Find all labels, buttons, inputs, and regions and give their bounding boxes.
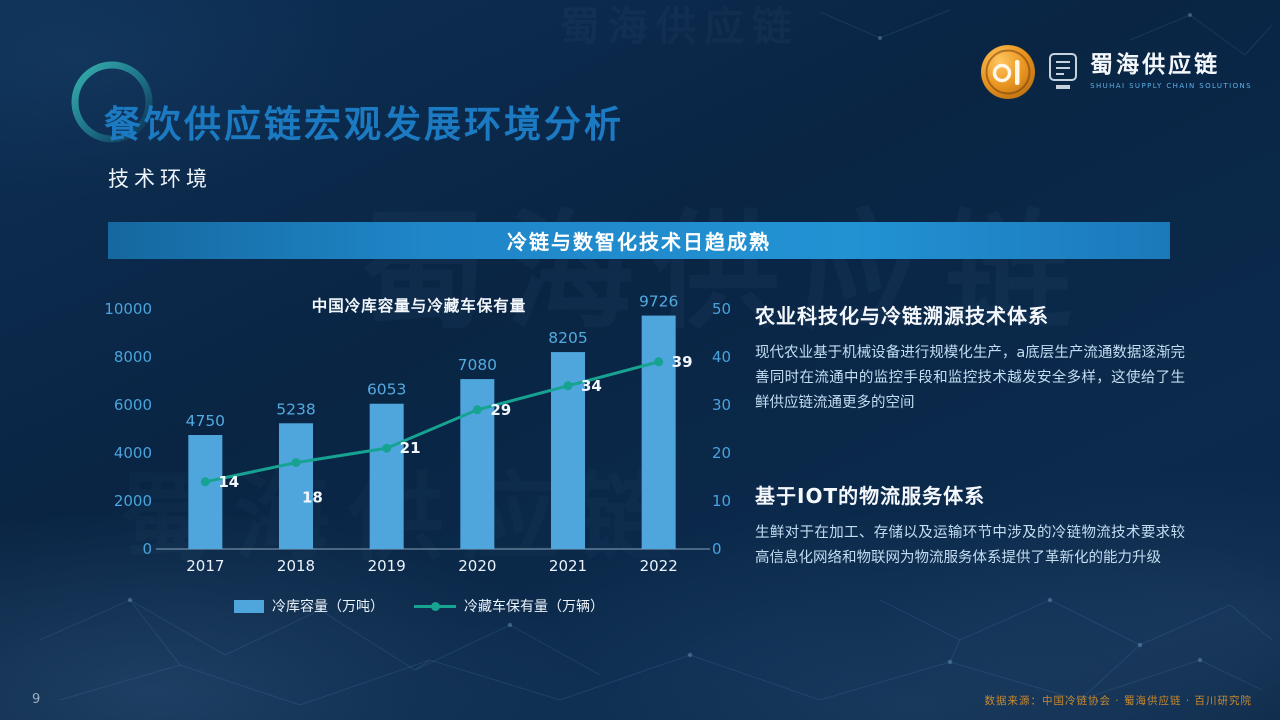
legend-swatch-bar: [234, 599, 264, 613]
line-point-2022: [654, 357, 664, 367]
x-axis-label: 2018: [277, 557, 315, 575]
bar-value-label: 5238: [276, 400, 315, 418]
right-axis-tick: 0: [712, 540, 722, 558]
left-axis-tick: 8000: [114, 348, 152, 366]
logo-name: 蜀海供应链: [1090, 52, 1221, 78]
legend-swatch-line: [414, 601, 456, 611]
page-title: 餐饮供应链宏观发展环境分析: [104, 103, 624, 146]
logo-text: 蜀海供应链 SHUHAI SUPPLY CHAIN SOLUTIONS: [1090, 52, 1252, 91]
page-subtitle: 技术环境: [108, 167, 212, 191]
right-axis-tick: 10: [712, 492, 731, 510]
bar-value-label: 6053: [367, 381, 406, 399]
logo-badge-icon: [981, 45, 1036, 99]
x-axis-label: 2021: [549, 557, 587, 575]
content-section-agritech: 农业科技化与冷链溯源技术体系 现代农业基于机械设备进行规模化生产，a底层生产流通…: [755, 300, 1185, 416]
line-value-label: 18: [302, 489, 323, 507]
logo: 蜀海供应链 SHUHAI SUPPLY CHAIN SOLUTIONS: [980, 44, 1252, 100]
bar-2017: [188, 435, 223, 549]
legend-label-bar: 冷库容量（万吨）: [272, 599, 384, 615]
bar-value-label: 4750: [186, 412, 225, 430]
bar-value-label: 7080: [458, 356, 497, 374]
line-point-2017: [200, 477, 210, 487]
logo-tagline: SHUHAI SUPPLY CHAIN SOLUTIONS: [1090, 82, 1252, 90]
left-axis-tick: 4000: [114, 444, 152, 462]
line-value-label: 39: [672, 353, 693, 371]
legend-item-bar: 冷库容量（万吨）: [234, 596, 384, 616]
section-body: 现代农业基于机械设备进行规模化生产，a底层生产流通数据逐渐完善同时在流通中的监控…: [755, 345, 1185, 411]
left-axis-tick: 2000: [114, 492, 152, 510]
bar-value-label: 9726: [639, 293, 678, 311]
bar-value-label: 8205: [548, 329, 587, 347]
x-axis-label: 2020: [458, 557, 496, 575]
chart-canvas: 0 2000 4000 6000 8000 10000 0 10 20 30 40 50 4750 201…: [104, 293, 731, 575]
right-axis-tick: 20: [712, 444, 731, 462]
chart-legend: 冷库容量（万吨） 冷藏车保有量（万辆）: [88, 596, 750, 616]
line-series: [205, 360, 660, 484]
line-value-label: 14: [218, 473, 239, 491]
bar-2019: [369, 403, 404, 549]
line-point-2020: [472, 405, 482, 415]
bar-2020: [460, 379, 495, 549]
combo-chart: 中国冷库容量与冷藏车保有量 0 2000 4000 6000 8000 10000 0 10 2…: [88, 288, 750, 632]
x-axis-label: 2017: [186, 557, 224, 575]
bar-2018: [279, 423, 313, 549]
right-axis-tick: 50: [712, 300, 731, 318]
legend-item-line: 冷藏车保有量（万辆）: [414, 596, 604, 616]
line-value-label: 29: [490, 401, 511, 419]
page-number: 9: [32, 692, 41, 707]
data-source: 数据来源：中国冷链协会 · 蜀海供应链 · 百川研究院: [984, 695, 1252, 707]
section-body: 生鲜对于在加工、存储以及运输环节中涉及的冷链物流技术要求较高信息化网络和物联网为…: [755, 525, 1185, 566]
right-axis-tick: 40: [712, 348, 731, 366]
watermark: 蜀海供应链: [560, 4, 800, 50]
bar-2022: [641, 315, 676, 549]
line-point-2021: [563, 381, 573, 391]
section-heading: 基于IOT的物流服务体系: [755, 484, 986, 508]
section-banner: 冷链与数智化技术日趋成熟: [108, 222, 1170, 259]
x-axis-label: 2022: [640, 557, 678, 575]
left-axis-tick: 0: [142, 540, 152, 558]
logo-seal-icon: [1049, 53, 1078, 89]
x-axis-label: 2019: [368, 557, 406, 575]
title-ring-decoration: [71, 61, 153, 143]
line-point-2019: [382, 443, 392, 453]
line-point-2018: [291, 458, 301, 468]
chart-title: 中国冷库容量与冷藏车保有量: [311, 297, 527, 315]
right-axis-tick: 30: [712, 396, 731, 414]
legend-label-line: 冷藏车保有量（万辆）: [464, 599, 604, 615]
line-value-label: 21: [400, 439, 421, 457]
line-value-label: 34: [581, 377, 602, 395]
section-heading: 农业科技化与冷链溯源技术体系: [755, 304, 1049, 328]
content-section-iot: 基于IOT的物流服务体系 生鲜对于在加工、存储以及运输环节中涉及的冷链物流技术要…: [755, 480, 1185, 571]
left-axis-tick: 6000: [114, 396, 152, 414]
left-axis-tick: 10000: [104, 300, 152, 318]
